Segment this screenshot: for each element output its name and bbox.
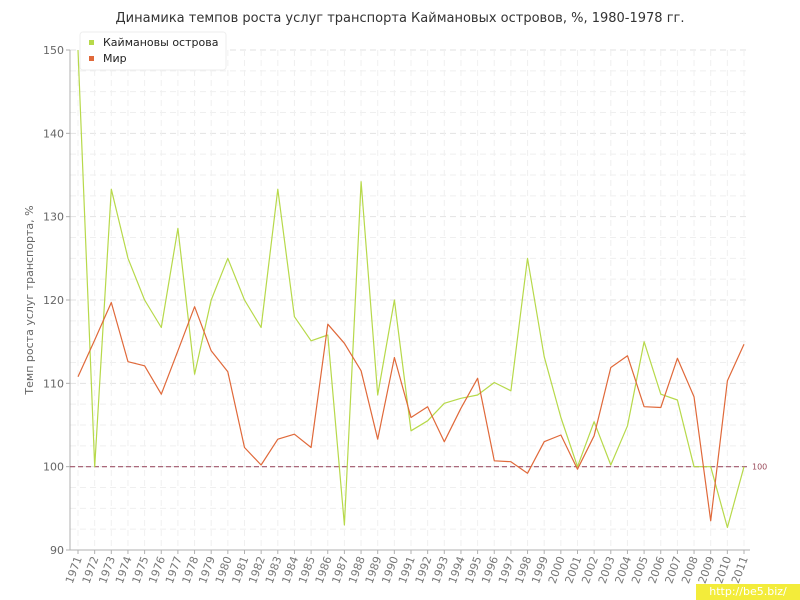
y-tick-label: 130 bbox=[43, 211, 64, 224]
legend-swatch-0 bbox=[89, 40, 94, 45]
y-axis-ticks: 90 100 110 120 130 140 150 bbox=[43, 44, 70, 557]
y-tick-label: 100 bbox=[43, 461, 64, 474]
chart-title: Динамика темпов роста услуг транспорта К… bbox=[116, 11, 685, 26]
y-tick-label: 120 bbox=[43, 294, 64, 307]
series-lines bbox=[77, 49, 745, 529]
series-line-1 bbox=[77, 301, 745, 522]
reference-line-label: 100 bbox=[752, 463, 767, 472]
legend-box bbox=[79, 31, 227, 71]
legend: Каймановы острова Мир bbox=[79, 31, 227, 71]
legend-entry-0: Каймановы острова bbox=[103, 36, 218, 49]
legend-entry-1: Мир bbox=[103, 52, 127, 65]
watermark[interactable]: http://be5.biz/ bbox=[696, 584, 800, 600]
y-axis-label: Темп роста услуг транспорта, % bbox=[23, 205, 36, 395]
legend-swatch-1 bbox=[89, 56, 94, 61]
y-tick-label: 90 bbox=[50, 544, 64, 557]
y-tick-label: 150 bbox=[43, 44, 64, 57]
series-line-0 bbox=[77, 49, 745, 529]
reference-line-group: 100 bbox=[70, 463, 767, 472]
y-tick-label: 140 bbox=[43, 127, 64, 140]
y-tick-label: 110 bbox=[43, 377, 64, 390]
x-axis-ticks: 1971197219731974197519761977197819791980… bbox=[63, 550, 751, 585]
